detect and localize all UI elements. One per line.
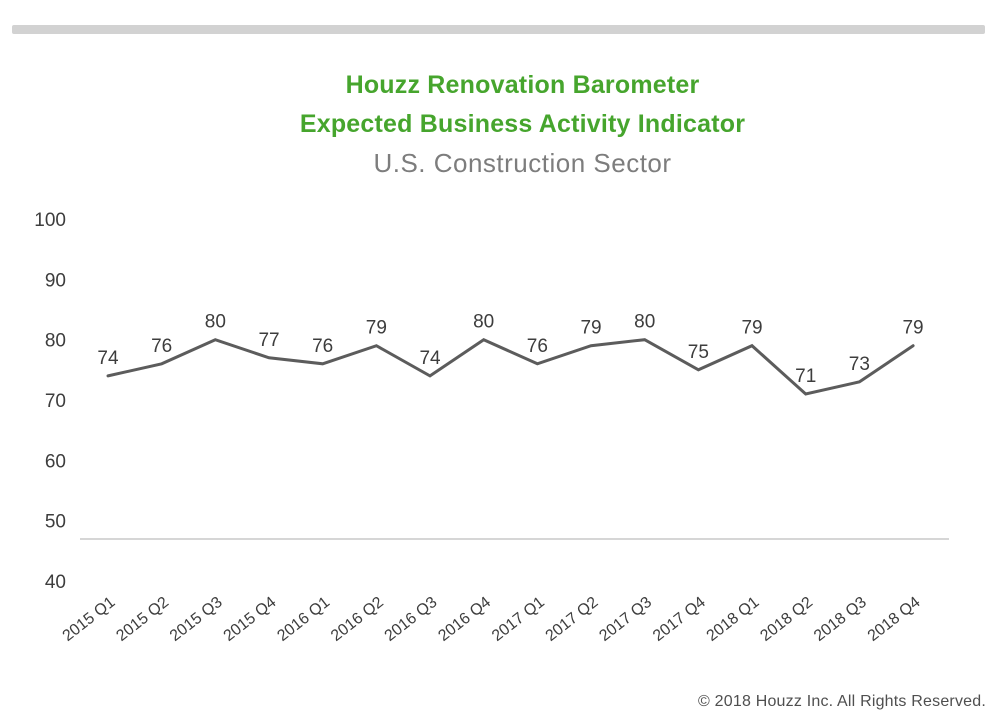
data-point-label: 76 bbox=[527, 336, 548, 357]
x-axis-label: 2016 Q1 bbox=[274, 594, 333, 645]
data-point-label: 76 bbox=[312, 336, 333, 357]
x-axis-label: 2015 Q1 bbox=[60, 594, 119, 645]
x-axis-label: 2018 Q2 bbox=[757, 594, 816, 645]
copyright-text: © 2018 Houzz Inc. All Rights Reserved. bbox=[698, 693, 986, 710]
x-axis-label: 2018 Q3 bbox=[811, 594, 870, 645]
x-axis-label: 2015 Q3 bbox=[167, 594, 226, 645]
chart-title-line1: Houzz Renovation Barometer bbox=[345, 71, 700, 99]
y-axis-label: 90 bbox=[45, 270, 66, 291]
data-point-label: 79 bbox=[366, 318, 387, 339]
y-axis-label: 60 bbox=[45, 451, 66, 472]
x-axis-label: 2016 Q4 bbox=[435, 594, 494, 645]
data-point-label: 74 bbox=[419, 348, 441, 369]
series-line bbox=[106, 337, 915, 396]
y-axis-label: 40 bbox=[45, 572, 66, 593]
data-point-label: 79 bbox=[741, 318, 762, 339]
data-point-label: 80 bbox=[205, 312, 226, 333]
data-point-label: 74 bbox=[97, 348, 119, 369]
data-point-label: 79 bbox=[580, 318, 601, 339]
y-axis-label: 100 bbox=[34, 210, 66, 231]
x-axis-label: 2015 Q4 bbox=[221, 594, 280, 645]
data-point-label: 76 bbox=[151, 336, 172, 357]
chart-title-line2: Expected Business Activity Indicator bbox=[299, 110, 746, 138]
y-axis-label: 80 bbox=[45, 331, 66, 352]
data-point-label: 73 bbox=[849, 354, 870, 375]
x-axis-label: 2016 Q2 bbox=[328, 594, 387, 645]
chart-title-block: Houzz Renovation Barometer Expected Busi… bbox=[45, 66, 1000, 183]
top-divider-bar bbox=[12, 25, 985, 34]
y-axis-label: 50 bbox=[45, 512, 66, 533]
x-axis-label: 2016 Q3 bbox=[382, 594, 441, 645]
data-point-label: 71 bbox=[795, 366, 816, 387]
data-point-label: 77 bbox=[258, 330, 279, 351]
data-point-label: 80 bbox=[634, 312, 655, 333]
x-axis-label: 2017 Q1 bbox=[489, 594, 548, 645]
x-axis-label: 2018 Q1 bbox=[704, 594, 763, 645]
x-axis-label: 2018 Q4 bbox=[865, 594, 924, 645]
chart-subtitle: U.S. Construction Sector bbox=[373, 148, 672, 178]
x-axis-label: 2015 Q2 bbox=[113, 594, 172, 645]
y-axis-label: 70 bbox=[45, 391, 66, 412]
data-point-label: 80 bbox=[473, 312, 494, 333]
x-axis-label: 2017 Q3 bbox=[596, 594, 655, 645]
data-point-label: 79 bbox=[902, 318, 923, 339]
x-axis-label: 2017 Q2 bbox=[543, 594, 602, 645]
data-point-label: 75 bbox=[688, 342, 709, 363]
x-axis-label: 2017 Q4 bbox=[650, 594, 709, 645]
